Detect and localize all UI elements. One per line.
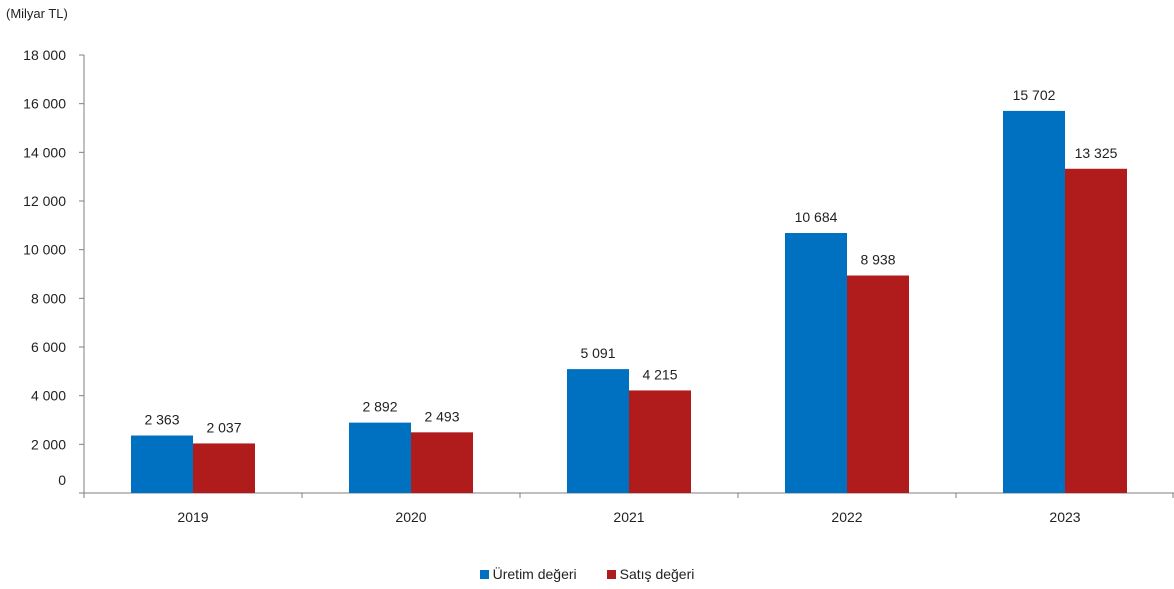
- y-tick-label: 14 000: [23, 144, 66, 160]
- data-label-sales-2021: 4 215: [642, 366, 677, 382]
- x-tick-label: 2019: [177, 509, 208, 525]
- legend-label-sales: Satış değeri: [619, 566, 695, 582]
- bar-sales-2022: [847, 275, 909, 493]
- legend-item-sales: Satış değeri: [606, 566, 695, 582]
- x-tick-label: 2023: [1049, 509, 1080, 525]
- legend-item-production: Üretim değeri: [479, 566, 577, 582]
- bar-sales-2019: [193, 443, 255, 493]
- data-label-production-2021: 5 091: [580, 345, 615, 361]
- bar-sales-2023: [1065, 168, 1127, 493]
- y-axis-unit-label: (Milyar TL): [6, 6, 68, 21]
- x-tick-label: 2022: [831, 509, 862, 525]
- legend-label-production: Üretim değeri: [492, 566, 577, 582]
- data-label-production-2019: 2 363: [144, 412, 179, 428]
- bar-production-2021: [567, 369, 629, 493]
- x-tick-label: 2020: [395, 509, 426, 525]
- y-tick-label: 10 000: [23, 242, 66, 258]
- data-label-sales-2020: 2 493: [424, 408, 459, 424]
- y-tick-label: 12 000: [23, 193, 66, 209]
- x-tick-label: 2021: [613, 509, 644, 525]
- bar-chart: 0 2 000 4 000 6 000 8 000 10 000 12 000 14 000 1…: [23, 47, 1174, 525]
- bar-sales-2021: [629, 390, 691, 493]
- y-tick-label: 8 000: [31, 290, 66, 306]
- legend: Üretim değeri Satış değeri: [0, 566, 1174, 582]
- legend-swatch-sales: [606, 569, 616, 579]
- legend-swatch-production: [479, 569, 489, 579]
- bar-production-2019: [131, 435, 193, 493]
- bar-production-2020: [349, 422, 411, 493]
- bar-sales-2020: [411, 432, 473, 493]
- data-label-production-2022: 10 684: [795, 209, 838, 225]
- y-tick-label: 2 000: [31, 436, 66, 452]
- bar-production-2022: [785, 233, 847, 494]
- data-label-sales-2022: 8 938: [860, 252, 895, 268]
- data-label-production-2023: 15 702: [1013, 87, 1056, 103]
- y-tick-label: 6 000: [31, 339, 66, 355]
- data-label-sales-2023: 13 325: [1075, 145, 1118, 161]
- y-tick-label: 4 000: [31, 388, 66, 404]
- data-label-production-2020: 2 892: [362, 399, 397, 415]
- bar-production-2023: [1003, 110, 1065, 493]
- y-tick-label: 0: [58, 472, 66, 488]
- y-tick-label: 18 000: [23, 47, 66, 63]
- y-tick-label: 16 000: [23, 96, 66, 112]
- data-label-sales-2019: 2 037: [206, 419, 241, 435]
